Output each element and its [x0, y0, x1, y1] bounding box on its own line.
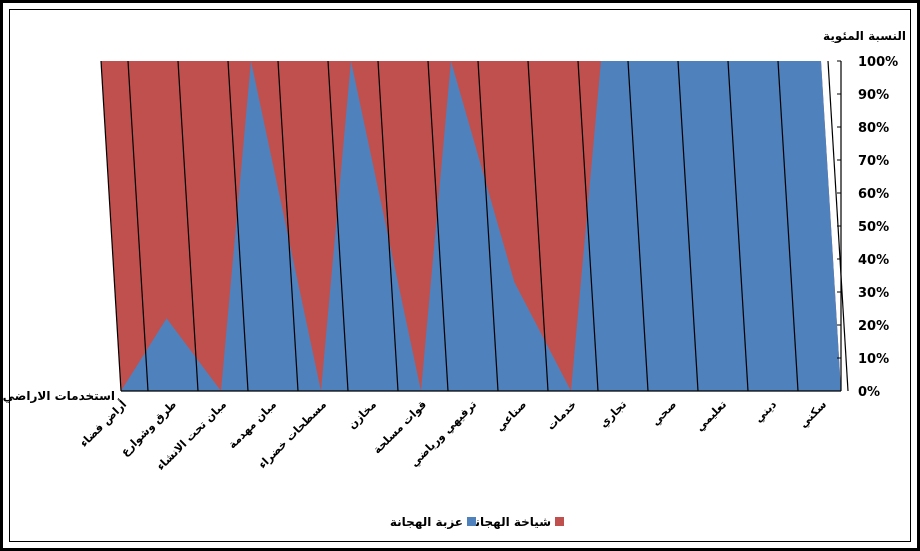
- series-area-azbah: [121, 61, 841, 391]
- y-tick-label: 40%: [858, 253, 889, 268]
- x-tick-label: ديني: [752, 398, 779, 425]
- category-divider: [677, 60, 699, 392]
- x-axis-title: استخدمات الاراضي: [3, 389, 115, 403]
- y-axis: 0% 10% 20% 30% 40% 50% 60% 70% 80% 90% 100%: [837, 55, 898, 400]
- category-divider: [427, 60, 449, 392]
- category-divider: [127, 60, 149, 392]
- y-tick-label: 100%: [858, 55, 898, 70]
- y-tick-label: 10%: [858, 352, 889, 367]
- y-tick-label: 80%: [858, 121, 889, 136]
- x-tick-label: مبان مهدمة: [226, 398, 279, 451]
- legend-swatch-azbah: [467, 517, 476, 526]
- x-tick-label: تجاري: [597, 398, 629, 430]
- category-divider: [377, 60, 399, 392]
- x-tick-label: أراض فضاء: [77, 397, 130, 450]
- category-divider: [777, 60, 799, 392]
- y-axis-title: النسبة المئوية: [823, 29, 906, 44]
- y-tick-label: 30%: [858, 286, 889, 301]
- y-tick-label: 20%: [858, 319, 889, 334]
- chart-area: [9, 9, 911, 542]
- y-tick-label: 60%: [858, 187, 889, 202]
- category-divider: [527, 60, 549, 392]
- category-divider: [577, 60, 599, 392]
- category-divider: [727, 60, 749, 392]
- x-tick-label: خدمات: [544, 398, 579, 433]
- x-tick-label: سكني: [797, 398, 829, 430]
- legend-label-azbah: عزبة الهجانة: [390, 515, 463, 529]
- y-tick-label: 90%: [858, 88, 889, 103]
- category-divider: [627, 60, 649, 392]
- x-tick-label: صناعي: [493, 398, 529, 434]
- x-tick-label: مخازن: [345, 398, 379, 432]
- left-edge: [100, 60, 122, 392]
- legend: شياخة الهجانة عزبة الهجانة: [390, 515, 564, 529]
- legend-label-shiyakha: شياخة الهجانة: [468, 515, 551, 529]
- y-tick-label: 0%: [858, 385, 880, 400]
- category-divider: [327, 60, 349, 392]
- x-tick-label: صحي: [649, 398, 679, 428]
- y-tick-label: 50%: [858, 220, 889, 235]
- stacked-area-chart: 0% 10% 20% 30% 40% 50% 60% 70% 80% 90% 100% أراض ف…: [3, 29, 906, 529]
- legend-swatch-shiyakha: [555, 517, 564, 526]
- category-divider: [227, 60, 249, 392]
- series-areas: [101, 60, 841, 392]
- category-divider: [177, 60, 199, 392]
- category-divider: [477, 60, 499, 392]
- y-tick-label: 70%: [858, 154, 889, 169]
- category-divider: [277, 60, 299, 392]
- x-tick-label: تعليمي: [693, 398, 729, 434]
